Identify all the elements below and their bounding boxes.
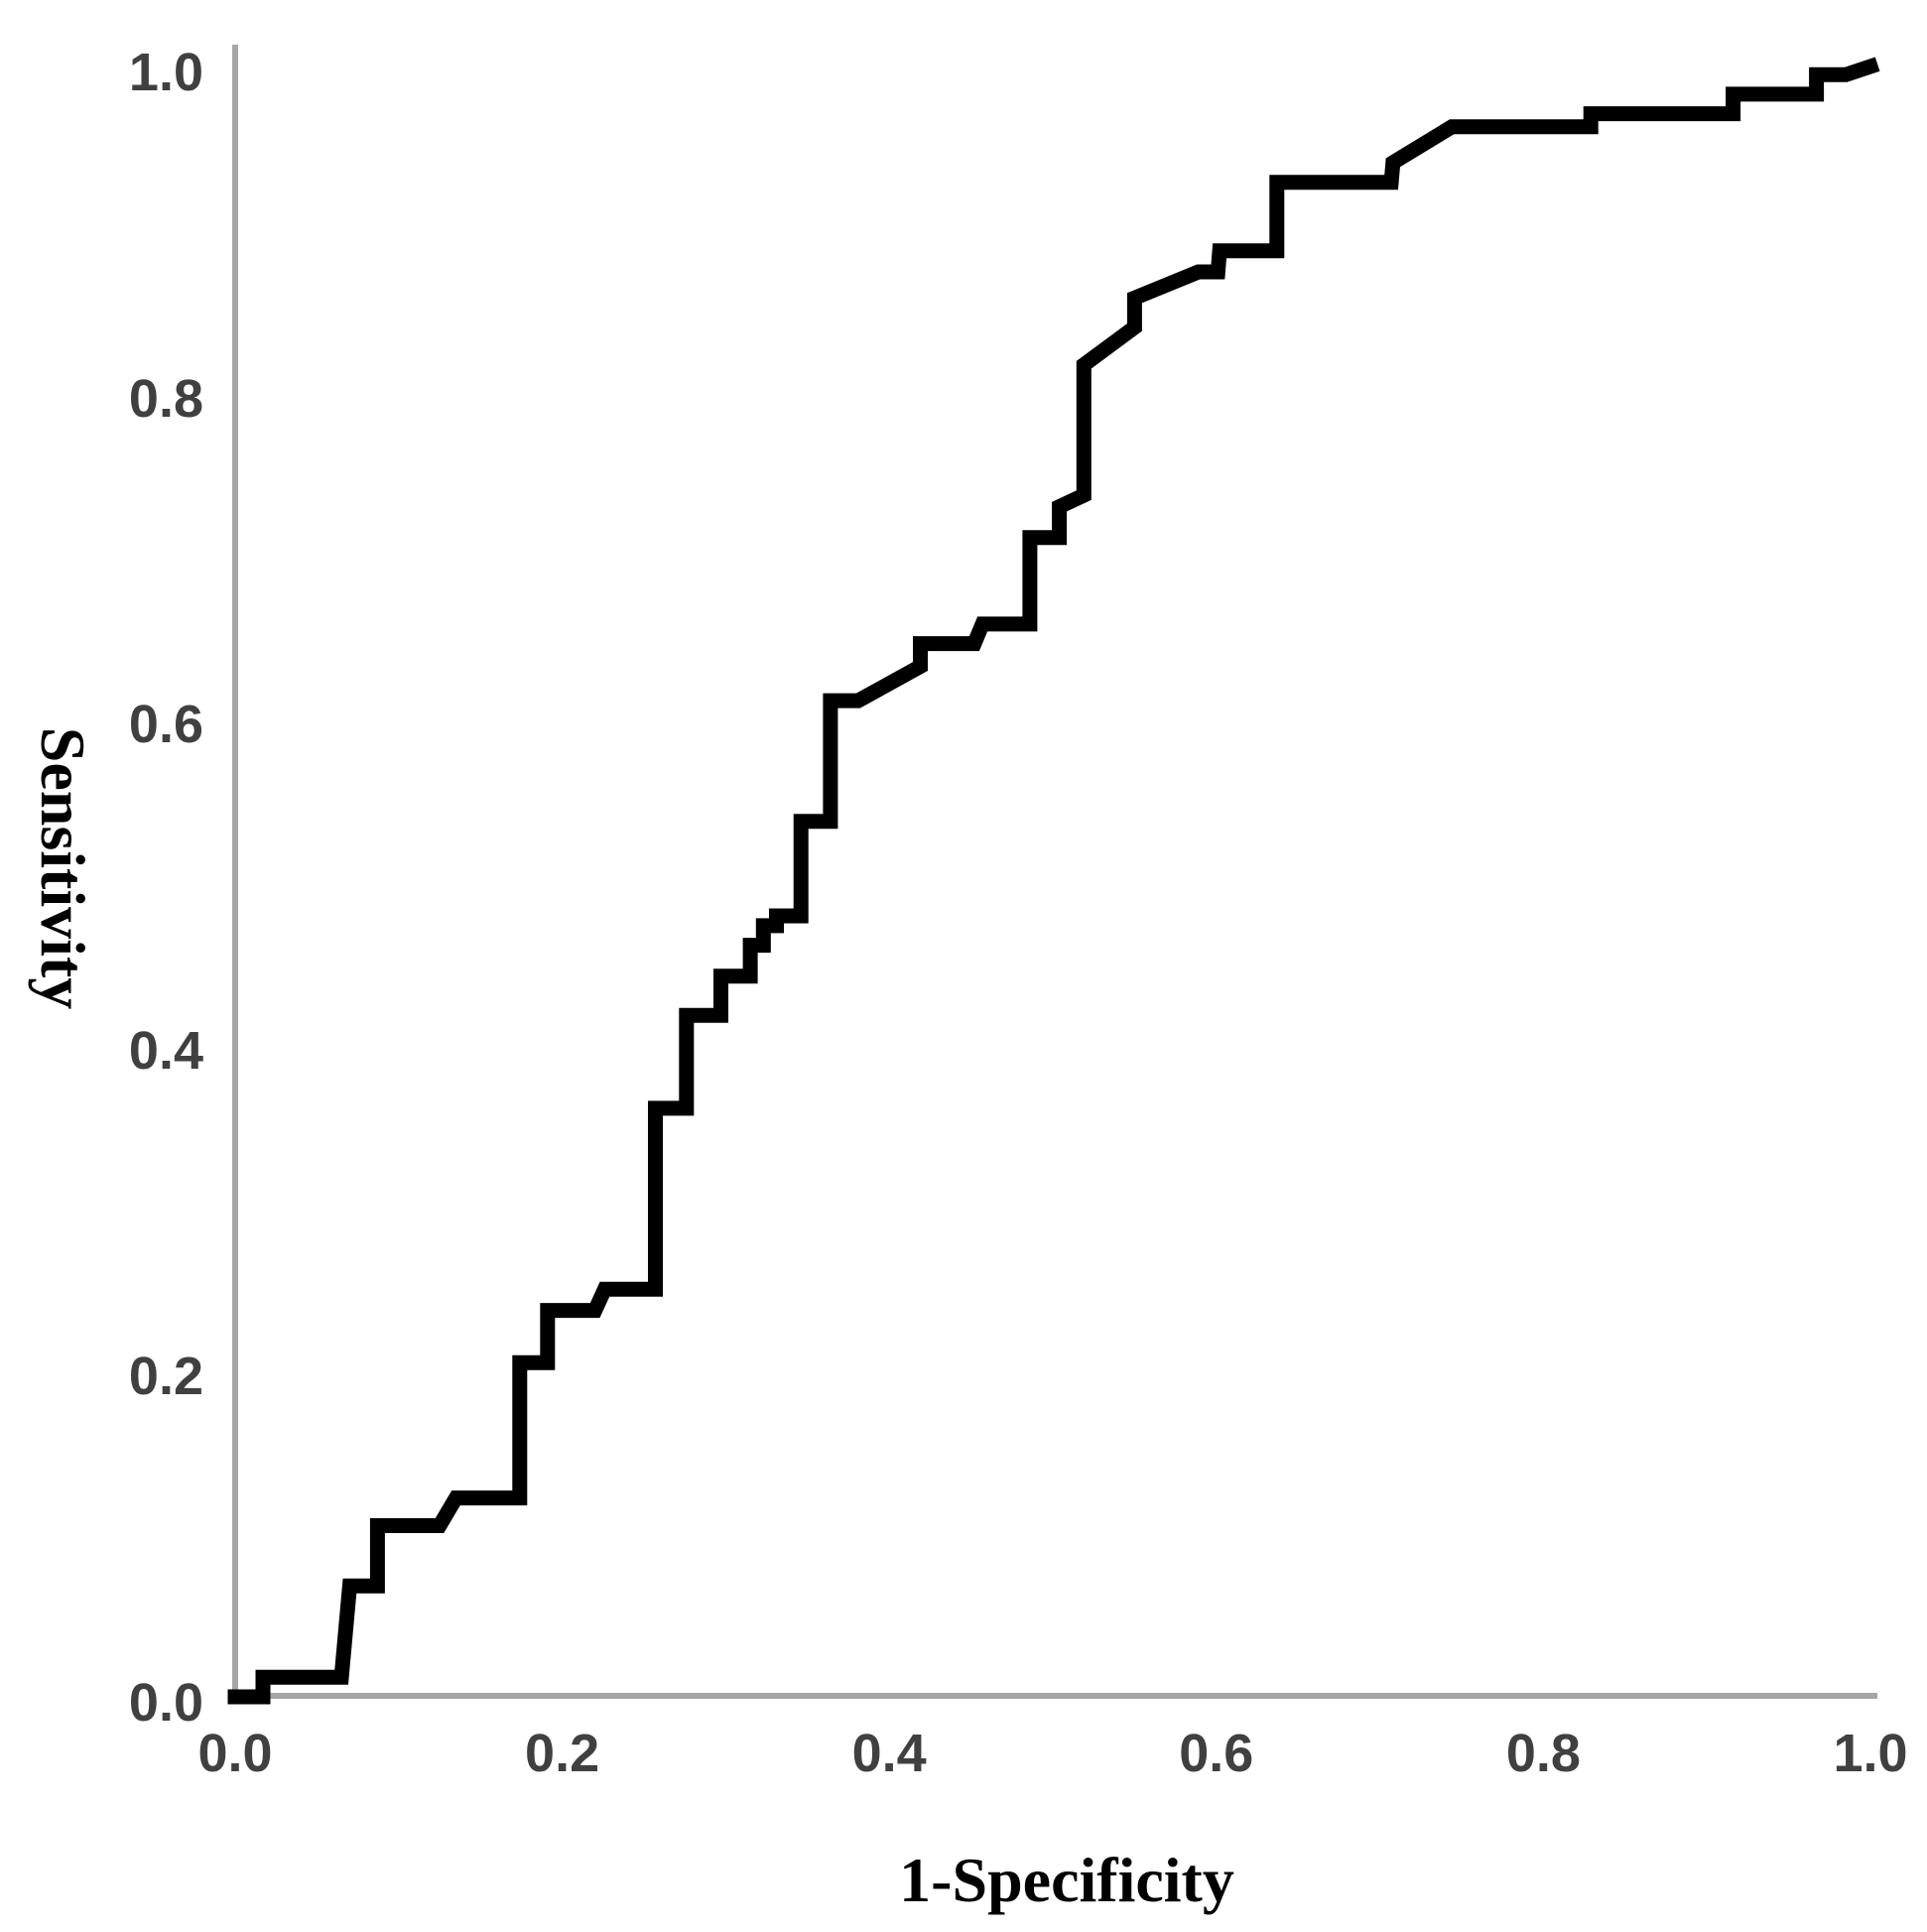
y-tick-label: 0.2 (128, 1347, 203, 1407)
x-tick-label: 0.2 (525, 1724, 600, 1783)
x-tick-label: 0.8 (1505, 1724, 1581, 1783)
x-tick-label: 1.0 (1833, 1724, 1908, 1783)
x-tick-label: 0.4 (851, 1724, 927, 1783)
y-tick-label: 0.0 (128, 1673, 203, 1733)
y-tick-label: 0.6 (128, 695, 203, 755)
x-tick-label: 0.6 (1179, 1724, 1254, 1783)
y-tick-label: 1.0 (128, 43, 203, 102)
roc-curve-line (227, 57, 1880, 1705)
x-axis-title: 1-Specificity (899, 1845, 1234, 1915)
x-tick-label: 0.0 (197, 1724, 273, 1783)
y-tick-label: 0.4 (128, 1020, 203, 1081)
y-tick-label: 0.8 (128, 368, 203, 429)
y-axis-title: Sensitivity (28, 726, 98, 1010)
